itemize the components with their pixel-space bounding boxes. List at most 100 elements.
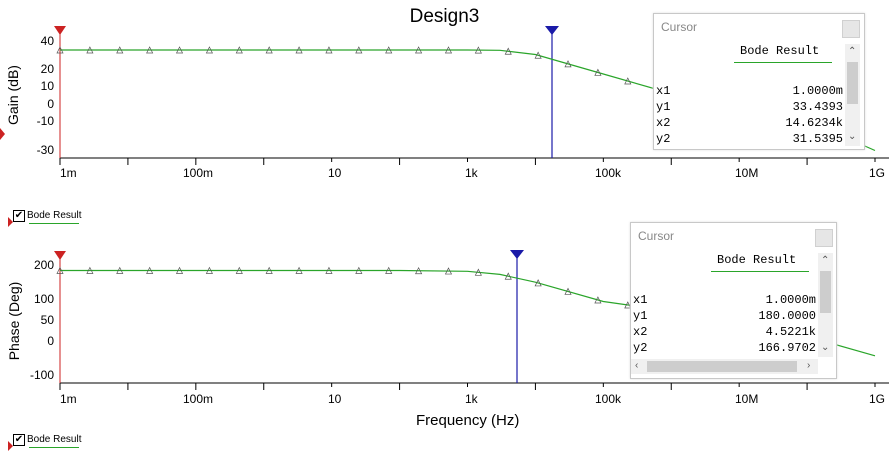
phase-data-point [355,266,363,274]
gain-data-point [235,46,243,54]
gain-data-point [534,51,542,59]
row-value: 4.5221k [765,325,816,339]
phase-cursor-close-button[interactable] [815,229,833,247]
gain-data-point [86,46,94,54]
gain-scroll-up-icon[interactable]: ⌃ [848,46,857,57]
gain-cursor-column-header: Bode Result [740,44,820,58]
gain-cursor-1-marker[interactable] [54,26,66,35]
phase-data-point [385,266,393,274]
phase-cursor-scrollbar[interactable]: ⌃ ⌄ [818,253,833,357]
row-value: 180.0000 [758,309,816,323]
phase-xtick: 1G [869,392,886,406]
phase-y-axis-label: Phase (Deg) [6,281,22,361]
phase-xtick: 10M [735,392,759,406]
phase-hscroll-thumb[interactable] [647,361,797,372]
row-key: y2 [656,132,671,146]
gain-cursor-2-marker[interactable] [545,26,559,35]
phase-data-point [86,266,94,274]
phase-cursor-hscrollbar[interactable]: ‹ › [631,359,818,374]
phase-cursor-1-marker[interactable] [54,251,66,260]
gain-data-point [116,46,124,54]
gain-scroll-down-icon[interactable]: ⌄ [848,131,857,142]
phase-scroll-down-icon[interactable]: ⌄ [821,342,830,353]
phase-cursor-window[interactable]: Cursor Bode Result ⌃ ⌄ ‹ › x1 1.0000m y1… [630,222,837,379]
phase-scroll-right-icon[interactable]: › [807,360,811,371]
gain-data-point [564,60,572,68]
phase-data-point [534,279,542,287]
row-value: 1.0000m [765,293,816,307]
phase-ytick: 200 [33,258,54,272]
phase-ytick: 0 [47,334,54,348]
phase-data-point [474,268,482,276]
phase-ytick: 100 [33,292,54,306]
gain-x-ticks [59,158,876,165]
phase-cursor-title: Cursor [638,229,675,243]
gain-data-point [415,46,423,54]
phase-data-point [504,272,512,280]
phase-xtick: 10 [328,392,342,406]
gain-ytick: -10 [36,114,54,128]
phase-data-points [56,266,632,309]
gain-legend-label: Bode Result [27,210,82,221]
phase-legend[interactable]: ✔ Bode Result [13,434,83,450]
phase-cursor-2-marker[interactable] [510,250,524,259]
gain-legend[interactable]: ✔ Bode Result [13,210,83,226]
gain-xtick: 10M [735,166,759,180]
gain-ytick: 20 [40,62,54,76]
phase-x-axis-label: Frequency (Hz) [416,412,520,429]
gain-data-point [385,46,393,54]
gain-ytick: -30 [36,143,54,157]
gain-xtick: 10 [328,166,342,180]
gain-ytick: 40 [40,34,54,48]
phase-xtick: 100m [183,392,214,406]
gain-plot-selector-icon[interactable] [0,128,5,140]
row-value: 14.6234k [785,116,843,130]
gain-data-point [594,68,602,76]
phase-x-ticks [59,383,876,390]
gain-ytick: 0 [47,97,54,111]
gain-xtick: 100k [595,166,622,180]
phase-cursor-column-header: Bode Result [717,253,797,267]
gain-data-point [265,46,273,54]
gain-data-point [474,46,482,54]
gain-legend-checkbox[interactable]: ✔ [13,210,25,222]
phase-scroll-thumb[interactable] [820,271,831,313]
row-value: 33.4393 [792,100,843,114]
phase-data-point [56,266,64,274]
phase-scroll-left-icon[interactable]: ‹ [635,360,639,371]
row-key: y2 [633,341,648,355]
phase-scroll-up-icon[interactable]: ⌃ [821,255,830,266]
gain-cursor-header-underline [734,62,832,63]
row-key: y1 [633,309,648,323]
gain-cursor-window[interactable]: Cursor Bode Result ⌃ ⌄ x1 1.0000m y1 33.… [653,13,865,150]
gain-data-points [56,46,632,85]
gain-data-point [295,46,303,54]
gain-data-point [624,77,632,85]
gain-data-point [56,46,64,54]
gain-data-point [146,46,154,54]
row-key: x2 [656,116,671,130]
phase-xtick: 100k [595,392,622,406]
gain-ytick: 10 [40,79,54,93]
row-key: x2 [633,325,648,339]
phase-data-point [564,287,572,295]
phase-ytick: -100 [29,368,54,382]
gain-data-point [325,46,333,54]
gain-scroll-thumb[interactable] [847,62,858,104]
phase-data-point [444,267,453,275]
gain-cursor-scrollbar[interactable]: ⌃ ⌄ [845,44,860,146]
gain-data-point [444,46,453,54]
phase-data-point [235,266,243,274]
phase-data-point [146,266,154,274]
phase-legend-checkbox[interactable]: ✔ [13,434,25,446]
row-key: x1 [633,293,648,307]
gain-xtick: 100m [183,166,214,180]
phase-data-point [116,266,124,274]
phase-legend-label: Bode Result [27,434,82,445]
phase-data-point [624,301,632,309]
gain-cursor-close-button[interactable] [842,20,860,38]
gain-data-point [175,46,184,54]
gain-data-point [355,46,363,54]
phase-cursor-header-underline [711,271,809,272]
row-key: y1 [656,100,671,114]
